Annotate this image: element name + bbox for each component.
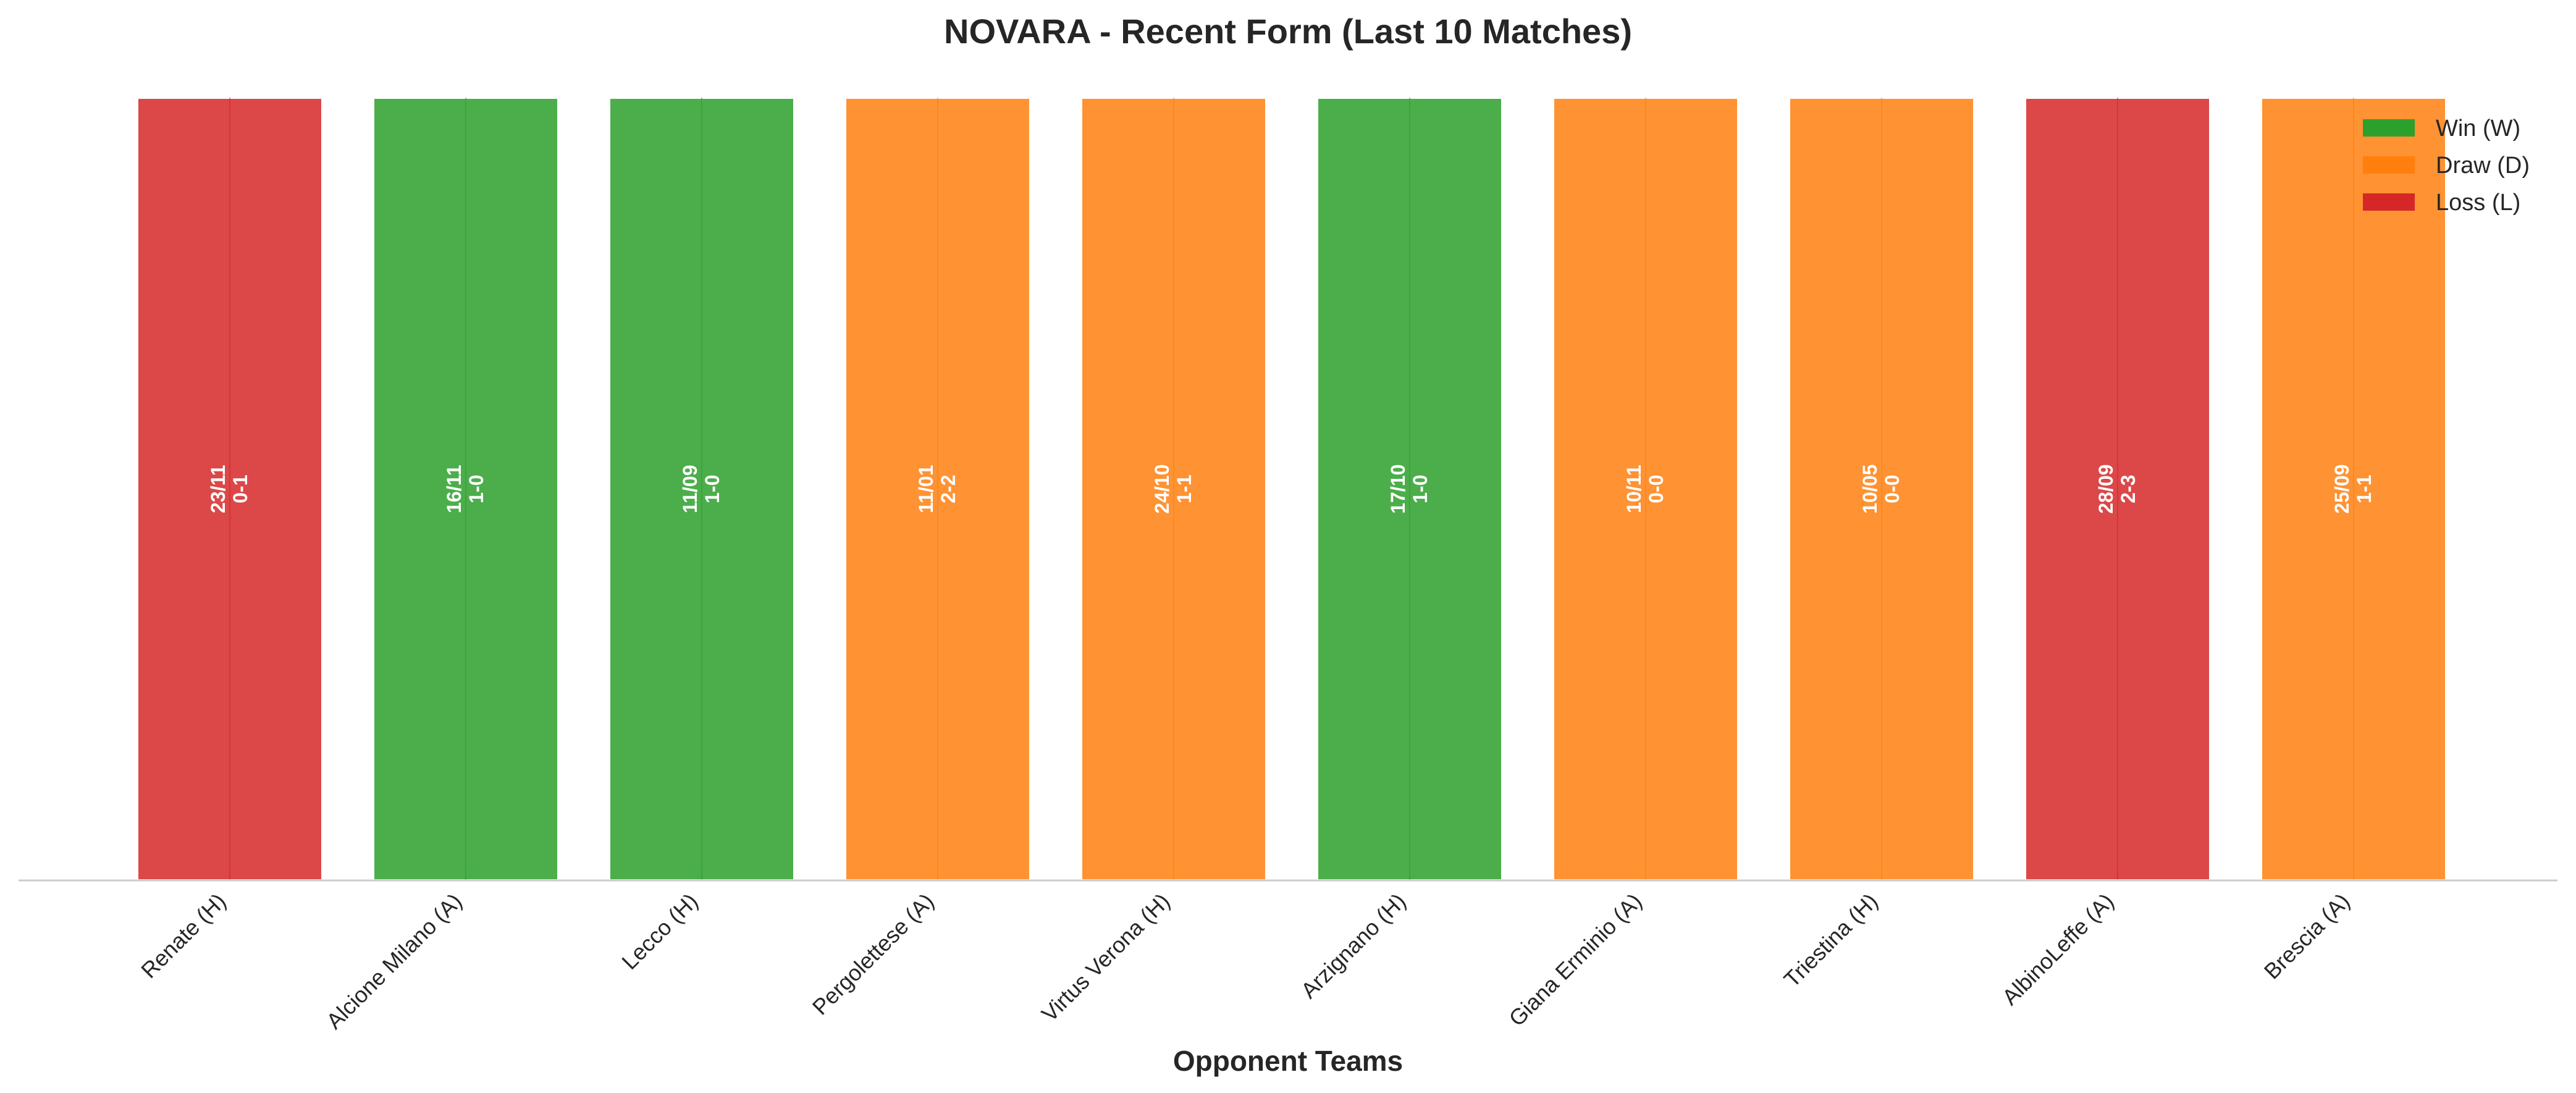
legend-label-d: Draw (D) [2436,153,2530,179]
bar-label-score: 1-0 [1409,475,1431,503]
bar-label: 25/091-1 [2331,464,2375,513]
bar-label: 11/091-0 [679,465,723,513]
bar-label: 28/092-3 [2095,464,2139,513]
bar-label-score: 2-2 [937,475,959,503]
bar-label-date: 23/11 [207,465,229,513]
bar-label: 16/111-0 [443,465,487,513]
bar-label-score: 1-1 [2353,475,2375,503]
x-axis-label: Opponent Teams [1173,1045,1403,1077]
bar-label-score: 1-0 [465,475,487,503]
bar-label-score: 0-1 [229,475,251,503]
x-tick-label: Renate (H) [136,888,230,983]
bar-label-date: 16/11 [443,465,465,513]
bar-labels-group: 23/110-1 16/111-0 11/091-0 11/012-2 24/101-1… [207,464,2375,513]
bar-label-date: 24/10 [1151,464,1173,513]
x-tick-label: Giana Erminio (A) [1504,888,1646,1031]
bar-label-date: 11/09 [679,465,701,513]
legend-label-w: Win (W) [2436,116,2520,141]
bar-label-score: 1-1 [1173,475,1195,503]
x-tick-label: Triestina (H) [1779,888,1883,992]
legend-swatch-d [2363,156,2415,174]
x-tick-label: AlbinoLeffe (A) [1997,888,2119,1010]
bar-label-date: 10/05 [1859,464,1881,513]
bar-label-date: 17/10 [1387,464,1409,513]
bars-group [136,96,2448,882]
bar-label: 17/101-0 [1387,464,1431,513]
bar-label-score: 0-0 [1645,475,1667,503]
x-tick-label: Brescia (A) [2259,888,2355,984]
bar-label-score: 2-3 [2117,475,2139,503]
legend-swatch-l [2363,193,2415,211]
bar-label: 10/050-0 [1859,464,1903,513]
bar-label-score: 1-0 [701,475,723,503]
bar-label: 24/101-1 [1151,464,1195,513]
bar-label-date: 10/11 [1623,465,1645,513]
bar-label-score: 0-0 [1881,475,1903,503]
bar-label: 10/110-0 [1623,465,1667,513]
legend-swatch-w [2363,119,2415,137]
bar-label: 11/012-2 [915,465,959,513]
bar-label: 23/110-1 [207,465,251,513]
bar-label-date: 25/09 [2331,464,2353,513]
legend: Win (W) Draw (D) Loss (L) [2363,116,2530,216]
x-tick-labels-group: Renate (H) Alcione Milano (A) Lecco (H) Per… [136,888,2354,1034]
bar-label-date: 11/01 [915,465,937,513]
x-tick-label: Virtus Verona (H) [1037,888,1175,1027]
x-tick-label: Lecco (H) [617,888,702,974]
x-tick-label: Alcione Milano (A) [321,888,467,1034]
bar-label-date: 28/09 [2095,464,2117,513]
x-tick-label: Arzignano (H) [1296,888,1411,1003]
legend-label-l: Loss (L) [2436,190,2520,216]
x-tick-label: Pergolettese (A) [807,888,939,1020]
chart-title: NOVARA - Recent Form (Last 10 Matches) [944,12,1632,51]
